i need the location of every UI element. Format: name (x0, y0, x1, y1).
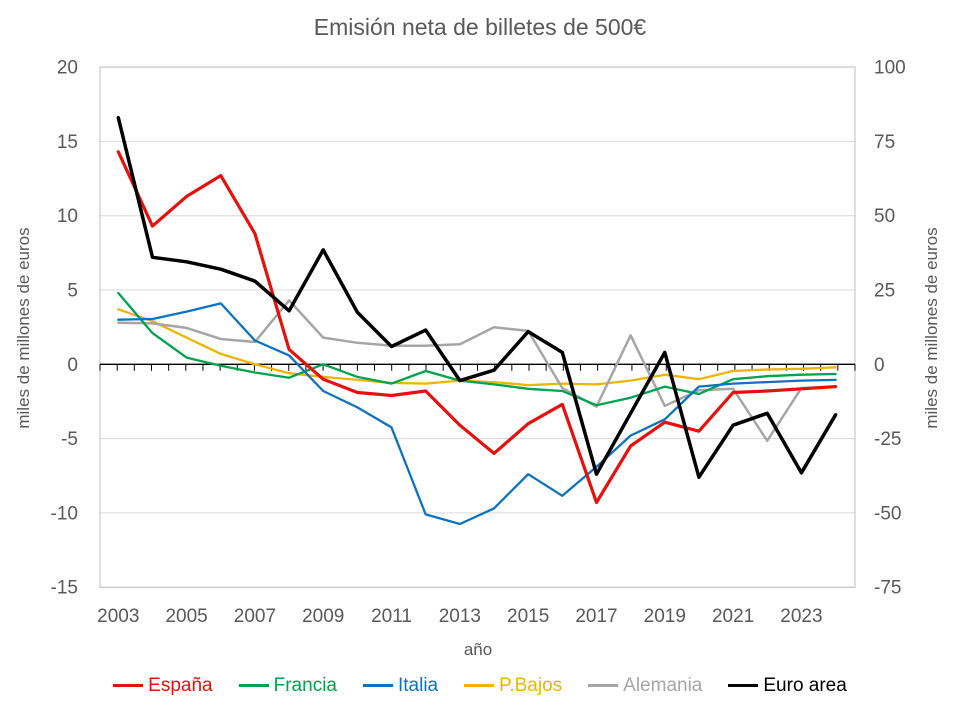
left-axis-tick-labels: 20 15 10 5 0 -5 -10 -15 (51, 58, 78, 599)
x-tick-label: 2015 (507, 606, 549, 627)
x-tick-label: 2011 (371, 606, 412, 627)
gridlines (100, 66, 855, 588)
legend-item-francia: Francia (238, 675, 337, 696)
x-tick-label: 2007 (234, 606, 276, 627)
right-tick-label: 0 (874, 355, 885, 376)
x-tick-label: 2009 (302, 606, 344, 627)
x-tick-label: 2003 (97, 606, 139, 627)
x-tick-label: 2013 (439, 606, 481, 627)
legend-label: Euro area (763, 675, 847, 696)
right-axis-tick-labels: 100 75 50 25 0 -25 -50 -75 (874, 58, 906, 599)
x-tick-label: 2021 (712, 606, 754, 627)
x-tick-label: 2005 (165, 606, 207, 627)
x-tick-label: 2017 (575, 606, 617, 627)
x-axis-title: año (463, 640, 493, 659)
x-tick-label: 2023 (780, 606, 822, 627)
legend-item-p-bajos: P.Bajos (464, 676, 562, 695)
series-line-alemania (117, 299, 837, 443)
right-tick-label: -50 (874, 503, 901, 524)
left-tick-label: -10 (51, 503, 78, 524)
right-tick-label: -25 (874, 429, 901, 450)
right-tick-label: 100 (874, 58, 906, 79)
legend-swatch (588, 684, 619, 687)
legend-item-alemania: Alemania (588, 676, 702, 695)
series-lines (116, 115, 838, 526)
legend: España Francia Italia P.Bajos Alemania Euro a… (0, 676, 960, 695)
legend-swatch (362, 684, 393, 687)
legend-item-italia: Italia (362, 675, 439, 696)
legend-swatch (464, 684, 495, 687)
left-tick-label: -5 (61, 429, 78, 450)
right-tick-label: -75 (874, 578, 901, 599)
legend-item-euro-area: Euro area (728, 675, 847, 696)
right-tick-label: 25 (874, 281, 895, 302)
legend-label: España (148, 675, 213, 696)
left-tick-label: 0 (67, 355, 78, 376)
x-tick-label: 2019 (644, 606, 686, 627)
legend-swatch (238, 684, 269, 687)
series-line-espa-a (116, 150, 838, 505)
series-line-euro-area (116, 115, 838, 479)
series-line-italia (117, 302, 837, 526)
legend-swatch (113, 684, 144, 687)
left-tick-label: 5 (67, 281, 78, 302)
right-axis-title: miles de millones de euros (922, 227, 941, 429)
legend-label: Francia (273, 675, 337, 696)
legend-item-espa-a: España (113, 675, 213, 696)
left-tick-label: 10 (57, 206, 78, 227)
left-axis-title: miles de millones de euros (14, 227, 33, 429)
right-tick-label: 75 (874, 132, 895, 153)
legend-swatch (728, 684, 759, 687)
series-line-francia (117, 291, 837, 407)
legend-label: Italia (397, 675, 439, 696)
x-axis-tick-labels: 2003 2005 2007 2009 2011 2013 2015 2017 2019 2021… (97, 606, 822, 627)
left-tick-label: -15 (51, 578, 78, 599)
right-tick-label: 50 (874, 206, 895, 227)
plot-border (99, 66, 856, 588)
plot-border-rect (99, 66, 856, 588)
left-tick-label: 15 (57, 132, 78, 153)
chart-title: Emisión neta de billetes de 500€ (313, 14, 647, 40)
legend-label: P.Bajos (499, 675, 563, 696)
left-tick-label: 20 (57, 58, 78, 79)
legend-label: Alemania (623, 675, 703, 696)
